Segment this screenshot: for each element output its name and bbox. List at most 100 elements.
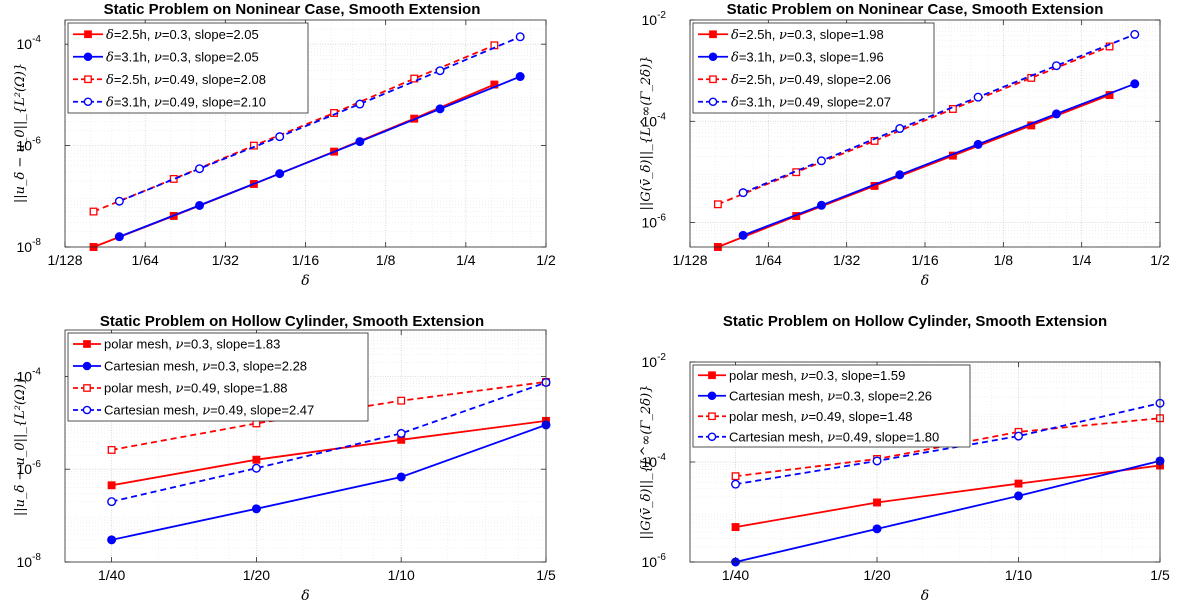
legend-symbol: ν	[154, 95, 162, 110]
legend-label: δ=3.1h, ν=0.3, slope=2.05	[106, 49, 259, 65]
y-tick-label: 10-8	[17, 552, 42, 570]
legend-symbol: δ	[106, 95, 114, 110]
legend-symbol: δ	[731, 28, 739, 43]
legend-marker	[709, 75, 717, 84]
series-4	[738, 29, 1140, 198]
legend-symbol: ν	[779, 28, 787, 43]
x-tick-label: 1/16	[911, 252, 938, 268]
data-point	[397, 396, 406, 405]
legend-marker	[708, 371, 716, 380]
data-point	[870, 136, 879, 145]
y-axis-label: ||u_δ − u_0||_{L²(Ω)}	[13, 63, 28, 203]
legend-text-part: polar mesh,	[104, 381, 176, 396]
legend-text-part: =0.3, slope=1.59	[808, 368, 905, 383]
data-point	[1051, 109, 1061, 119]
legend-text-part: =0.3, slope=2.05	[162, 49, 259, 64]
x-axis-label: δ	[301, 273, 309, 289]
x-tick-label: 1/128	[47, 252, 82, 268]
x-tick-label: 1/40	[98, 567, 125, 583]
legend-label: Cartesian mesh, ν=0.49, slope=1.80	[729, 429, 939, 445]
series-3	[713, 42, 1114, 209]
legend-label: δ=3.1h, ν=0.49, slope=2.10	[106, 94, 266, 110]
data-point	[738, 188, 748, 198]
y-tick-exponent: -4	[32, 366, 41, 377]
legend-text-part: =2.5h,	[739, 27, 779, 42]
data-point	[355, 99, 365, 109]
data-point	[410, 74, 419, 83]
y-tick-base: 10	[642, 454, 658, 470]
y-tick-base: 10	[642, 113, 658, 129]
x-tick-label: 1/32	[833, 252, 860, 268]
legend-label: polar mesh, ν=0.49, slope=1.88	[104, 381, 288, 397]
data-point	[973, 139, 983, 149]
x-tick-label: 1/10	[1005, 567, 1032, 583]
y-tick-base: 10	[17, 239, 33, 255]
legend-box	[67, 22, 309, 114]
series-line	[111, 424, 547, 541]
legend-text-part: =0.49, slope=1.88	[183, 381, 287, 396]
y-tick-exponent: -6	[32, 136, 41, 147]
legend-symbol: ν	[779, 95, 787, 110]
legend-marker	[708, 97, 718, 107]
legend-symbol: ν	[779, 73, 787, 88]
series-line	[111, 420, 547, 487]
y-tick-base: 10	[642, 215, 658, 231]
legend-symbol: ν	[779, 50, 787, 65]
data-point	[107, 481, 116, 490]
legend-marker	[84, 30, 92, 39]
legend-text-part: =0.3, slope=1.98	[787, 27, 884, 42]
y-tick-base: 10	[642, 554, 658, 570]
y-tick-label: 10-6	[642, 552, 667, 570]
y-tick-label: 10-4	[17, 366, 42, 384]
legend-symbol: ν	[202, 404, 210, 419]
y-tick-exponent: -4	[32, 34, 41, 45]
x-tick-label: 1/2	[1150, 252, 1170, 268]
data-point	[873, 498, 881, 507]
data-point	[515, 72, 525, 82]
y-tick-label: 10-2	[642, 352, 667, 370]
legend-label: δ=2.5h, ν=0.49, slope=2.08	[106, 72, 266, 88]
y-tick-base: 10	[17, 36, 33, 52]
data-point	[396, 472, 406, 482]
legend-symbol: ν	[801, 369, 809, 384]
legend-marker	[709, 30, 717, 39]
data-point	[895, 124, 905, 134]
legend-marker	[83, 384, 91, 392]
legend: δ=2.5h, ν=0.3, slope=1.98δ=3.1h, ν=0.3, …	[692, 22, 935, 114]
legend-symbol: ν	[202, 360, 210, 375]
axes-box	[64, 329, 547, 563]
legend-marker	[708, 52, 718, 62]
legend-marker	[82, 361, 92, 371]
series-4	[114, 32, 525, 206]
legend-symbol: δ	[106, 28, 114, 43]
legend-label: δ=3.1h, ν=0.49, slope=2.07	[731, 94, 891, 110]
chart-2: 1/128 1/64 1/32 1/16 1/8 1/4 1/210-610-410-2 St…	[639, 1, 1170, 289]
legend-text-part: =0.49, slope=2.07	[787, 94, 891, 109]
legend-symbol: δ	[731, 73, 739, 88]
y-tick-label: 10-6	[17, 136, 42, 154]
y-tick-base: 10	[642, 12, 658, 28]
data-point	[251, 463, 261, 473]
series-1	[713, 91, 1114, 251]
data-point	[435, 66, 445, 76]
legend-text-part: Cartesian mesh,	[104, 403, 202, 418]
legend-marker	[83, 340, 91, 348]
data-point	[713, 200, 722, 209]
y-tick-label: 10-6	[642, 213, 667, 231]
legend-symbol: ν	[176, 382, 184, 397]
legend-label: Cartesian mesh, ν=0.3, slope=2.28	[104, 359, 307, 375]
chart-title: Static Problem on Noninear Case, Smooth …	[104, 1, 481, 18]
data-point	[1027, 73, 1036, 82]
x-tick-label: 1/10	[388, 567, 415, 583]
data-point	[275, 132, 285, 142]
legend-label: δ=2.5h, ν=0.3, slope=2.05	[106, 27, 259, 43]
y-tick-exponent: -6	[657, 213, 666, 224]
legend-label: polar mesh, ν=0.3, slope=1.59	[729, 368, 905, 384]
legend-symbol: ν	[827, 430, 835, 445]
legend-marker	[83, 97, 93, 107]
legend-symbol: ν	[154, 28, 162, 43]
legend: polar mesh, ν=0.3, slope=1.59 Cartesian m…	[692, 364, 971, 448]
x-tick-label: 1/128	[672, 252, 707, 268]
